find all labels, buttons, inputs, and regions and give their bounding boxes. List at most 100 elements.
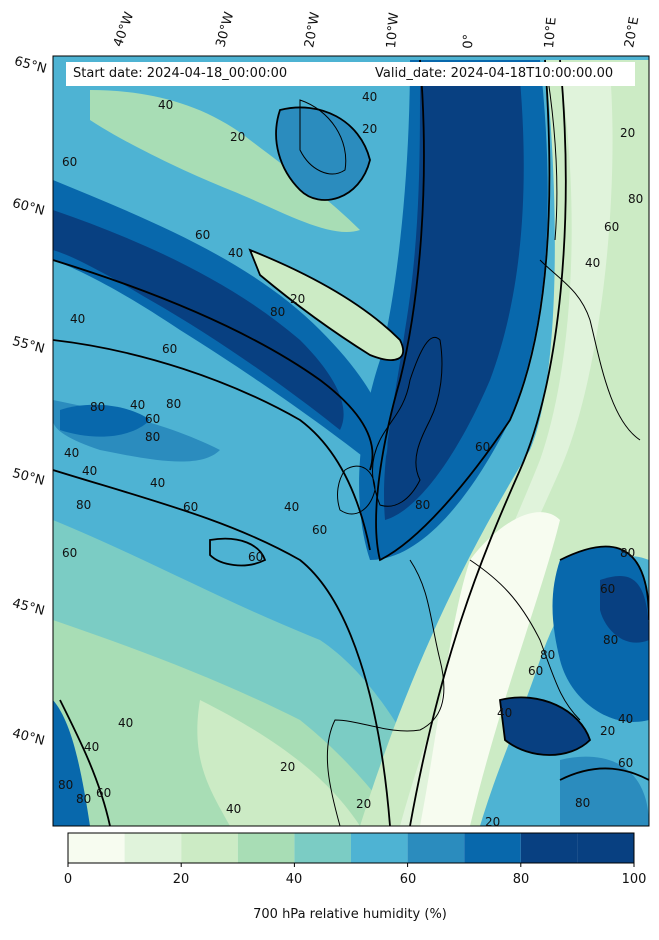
contour-line <box>275 106 371 201</box>
colorbar-tick-label: 100 <box>621 872 647 887</box>
contour-value-label: 40 <box>82 464 98 478</box>
contour-value-label: 40 <box>284 500 300 514</box>
contour-value-label: 20 <box>230 130 246 144</box>
contour-value-label: 60 <box>618 756 634 770</box>
header-strip <box>66 62 635 86</box>
contour-value-label: 60 <box>183 500 199 514</box>
map-frame <box>52 55 650 827</box>
contour-value-label: 20 <box>290 292 306 306</box>
colorbar-segment <box>407 833 465 863</box>
lon-label-0: 0° <box>461 33 477 49</box>
colorbar-segment <box>351 833 408 863</box>
contour-line <box>559 767 649 781</box>
contour-value-label: 60 <box>248 550 264 564</box>
colorbar-segment <box>68 833 125 863</box>
contour-value-label: 80 <box>270 305 286 319</box>
contour-line <box>53 339 371 551</box>
colorbar-segment <box>124 833 182 863</box>
colorbar-segment <box>294 833 351 863</box>
lon-label-10w: 10°W <box>384 11 403 49</box>
coastline-iceland <box>299 99 347 175</box>
contour-value-label: 40 <box>618 712 634 726</box>
field-east-driest <box>420 512 560 826</box>
colorbar-tick-label: 60 <box>399 872 417 887</box>
coastline-ireland <box>337 465 376 515</box>
start-date-label: Start date: 2024-04-18_00:00:00 <box>73 66 288 81</box>
colorbar-segment <box>237 833 295 863</box>
contour-value-label: 20 <box>600 724 616 738</box>
contour-value-label: 40 <box>84 740 100 754</box>
contour-value-label: 60 <box>96 786 112 800</box>
field-patch-west-core <box>60 404 150 437</box>
contour-line <box>375 59 551 562</box>
contour-line <box>409 59 567 826</box>
contour-value-label: 60 <box>604 220 620 234</box>
field-moist-left-corner <box>53 700 90 826</box>
lon-label-10e: 10°E <box>542 16 560 50</box>
colorbar-title: 700 hPa relative humidity (%) <box>253 907 447 922</box>
colorbar-segment <box>464 833 521 863</box>
contour-value-label: 40 <box>70 312 86 326</box>
field-east-drier <box>400 70 613 826</box>
contour-value-label: 20 <box>620 126 636 140</box>
field-moist-se-core <box>600 576 649 643</box>
contour-value-label: 80 <box>90 400 106 414</box>
contour-line <box>59 699 111 826</box>
coastline-france-iberia <box>326 559 445 826</box>
contour-value-label: 40 <box>497 706 513 720</box>
contour-value-label: 80 <box>76 792 92 806</box>
contour-line <box>248 248 405 361</box>
contour-value-label: 60 <box>162 342 178 356</box>
contour-value-label: 40 <box>158 98 174 112</box>
contour-value-label: 80 <box>575 796 591 810</box>
coastline-britain <box>372 337 443 507</box>
colorbar-frame <box>67 832 635 864</box>
contour-value-label: 60 <box>312 523 328 537</box>
field-dry-north <box>90 90 360 232</box>
contour-line <box>53 259 374 471</box>
border-line <box>469 559 581 721</box>
contour-line <box>209 537 267 567</box>
contour-value-label: 40 <box>585 256 601 270</box>
contour-value-label: 40 <box>130 398 146 412</box>
field-dry-tongue <box>250 250 404 360</box>
humidity-field <box>53 56 649 826</box>
colorbar-segment <box>181 833 238 863</box>
contour-value-label: 80 <box>415 498 431 512</box>
contour-value-label: 40 <box>118 716 134 730</box>
contour-line <box>559 545 649 621</box>
contour-value-label: 20 <box>280 760 296 774</box>
colorbar-tick-label: 80 <box>512 872 530 887</box>
valid-date-label: Valid_date: 2024-04-18T10:00:00.00 <box>375 66 614 81</box>
contour-value-label: 40 <box>64 446 80 460</box>
colorbar-tick-label: 40 <box>285 872 303 887</box>
contour-value-label: 80 <box>620 546 636 560</box>
contour-value-label: 40 <box>150 476 166 490</box>
contour-value-label: 40 <box>226 802 242 816</box>
contour-value-label: 80 <box>76 498 92 512</box>
contour-value-label: 60 <box>528 664 544 678</box>
contour-value-label: 60 <box>145 412 161 426</box>
field-moist-core <box>384 80 524 520</box>
contour-value-label: 40 <box>228 246 244 260</box>
colorbar-segment <box>520 833 578 863</box>
contour-value-label: 60 <box>62 546 78 560</box>
contour-value-label: 80 <box>145 430 161 444</box>
colorbar-tick-label: 0 <box>63 872 73 887</box>
contour-value-label: 40 <box>362 90 378 104</box>
contour-value-label: 80 <box>58 778 74 792</box>
colorbar-tick-label: 20 <box>172 872 190 887</box>
contour-value-label: 60 <box>475 440 491 454</box>
contour-value-label: 80 <box>166 397 182 411</box>
contour-value-label: 80 <box>603 633 619 647</box>
field-patch-dry <box>197 700 360 826</box>
contour-value-label: 60 <box>600 582 616 596</box>
contour-value-label: 60 <box>195 228 211 242</box>
contour-line <box>53 469 391 826</box>
contour-value-label: 20 <box>362 122 378 136</box>
contour-value-label: 80 <box>628 192 644 206</box>
field-moist-sw-corner <box>560 756 649 826</box>
contour-value-label: 60 <box>62 155 78 169</box>
